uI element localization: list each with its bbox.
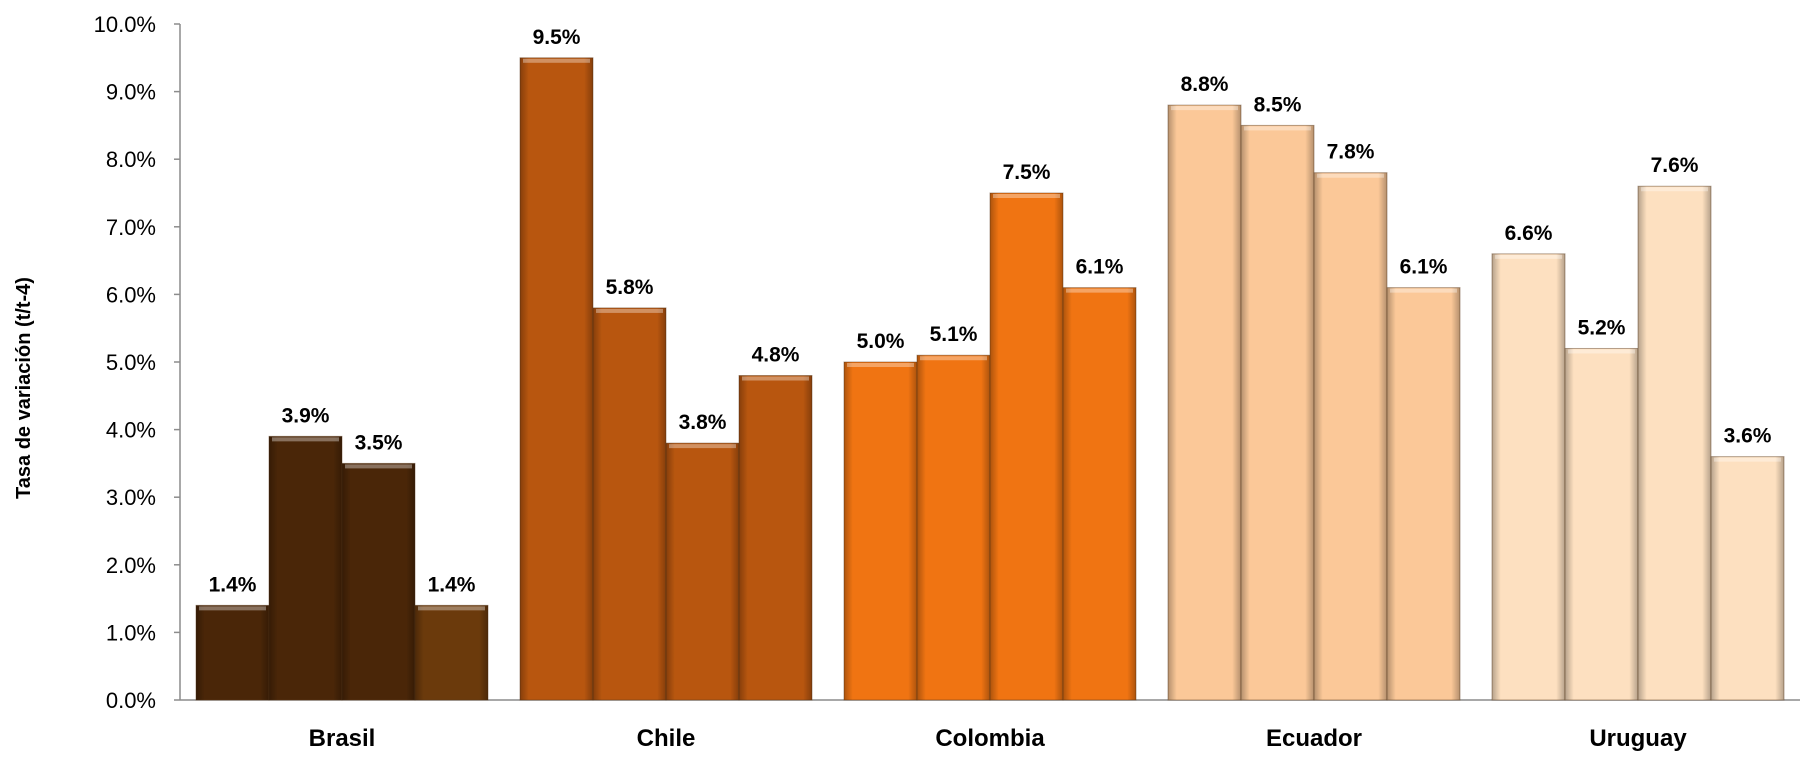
data-label: 5.1% bbox=[930, 323, 978, 346]
bars bbox=[195, 57, 1785, 701]
data-label: 1.4% bbox=[209, 573, 257, 596]
bar-shade bbox=[666, 443, 739, 700]
data-label: 5.8% bbox=[606, 276, 654, 299]
bar-shade bbox=[1492, 253, 1565, 700]
bar-shade bbox=[739, 375, 812, 700]
data-label: 6.6% bbox=[1505, 222, 1553, 245]
y-tick-label: 3.0% bbox=[106, 485, 156, 510]
data-label: 6.1% bbox=[1400, 256, 1448, 279]
data-label: 8.8% bbox=[1181, 73, 1229, 96]
data-label: 9.5% bbox=[533, 26, 581, 49]
y-tick-label: 0.0% bbox=[106, 688, 156, 713]
data-label: 1.4% bbox=[428, 573, 476, 596]
bar-shade bbox=[269, 436, 342, 700]
bar-shade bbox=[844, 362, 917, 700]
bar-top-highlight bbox=[1714, 457, 1781, 462]
category-label-uruguay: Uruguay bbox=[1589, 725, 1687, 752]
y-axis-label: Tasa de variación (t/t-4) bbox=[13, 277, 35, 499]
bar-top-highlight bbox=[1066, 288, 1133, 293]
category-label-colombia: Colombia bbox=[935, 725, 1045, 752]
bar-top-highlight bbox=[993, 194, 1060, 198]
bar-shade bbox=[1638, 186, 1711, 701]
bar-top-highlight bbox=[596, 308, 663, 313]
bar-shade bbox=[520, 57, 593, 701]
bar-shade bbox=[342, 463, 415, 700]
bar-shade bbox=[1565, 348, 1638, 700]
bar-shade bbox=[1168, 105, 1241, 701]
data-label: 5.0% bbox=[857, 330, 905, 353]
data-label: 3.6% bbox=[1724, 425, 1772, 448]
bar-top-highlight bbox=[345, 464, 412, 469]
data-label: 3.9% bbox=[282, 404, 330, 427]
bar-top-highlight bbox=[847, 363, 914, 367]
bar-top-highlight bbox=[1495, 254, 1562, 259]
data-labels: 1.4% 3.9% 3.5% 1.4% 9.5% 5.8% 3.8% 4.8% 5.0% 5.1%… bbox=[209, 26, 1772, 597]
data-label: 4.8% bbox=[752, 344, 800, 367]
bar-shade bbox=[1241, 125, 1314, 700]
bar-top-highlight bbox=[1171, 106, 1238, 111]
category-label-brasil: Brasil bbox=[309, 725, 376, 752]
category-label-ecuador: Ecuador bbox=[1266, 725, 1362, 752]
bar-top-highlight bbox=[1568, 349, 1635, 354]
bar-top-highlight bbox=[1317, 173, 1384, 178]
bar-top-highlight bbox=[742, 376, 809, 381]
bar-shade bbox=[196, 605, 269, 700]
y-tick-label: 6.0% bbox=[106, 282, 156, 307]
bar-top-highlight bbox=[418, 606, 485, 611]
bar-shade bbox=[1387, 287, 1460, 700]
y-tick-label: 2.0% bbox=[106, 553, 156, 578]
category-label-chile: Chile bbox=[637, 725, 696, 752]
bar-shade bbox=[917, 355, 990, 700]
data-label: 3.8% bbox=[679, 411, 727, 434]
data-label: 6.1% bbox=[1076, 256, 1124, 279]
bar-shade bbox=[1711, 456, 1784, 700]
data-label: 7.8% bbox=[1327, 141, 1375, 164]
bar-shade bbox=[593, 307, 666, 700]
y-tick-label: 1.0% bbox=[106, 620, 156, 645]
bar-top-highlight bbox=[1641, 187, 1708, 192]
y-tick-label: 9.0% bbox=[106, 80, 156, 105]
y-tick-label: 5.0% bbox=[106, 350, 156, 375]
bar-shade bbox=[1063, 287, 1136, 700]
bar-top-highlight bbox=[523, 58, 590, 63]
y-tick-label: 4.0% bbox=[106, 418, 156, 443]
y-tick-label: 10.0% bbox=[94, 12, 156, 37]
bar-top-highlight bbox=[199, 606, 266, 611]
data-label: 7.6% bbox=[1651, 154, 1699, 177]
bar-top-highlight bbox=[272, 437, 339, 442]
bar-shade bbox=[415, 605, 488, 700]
bar-top-highlight bbox=[920, 356, 987, 361]
data-label: 3.5% bbox=[355, 431, 403, 454]
bar-shade bbox=[990, 193, 1063, 700]
data-label: 8.5% bbox=[1254, 93, 1302, 116]
data-label: 7.5% bbox=[1003, 161, 1051, 184]
y-tick-label: 8.0% bbox=[106, 147, 156, 172]
bar-top-highlight bbox=[1244, 126, 1311, 131]
bar-top-highlight bbox=[669, 444, 736, 449]
bar-shade bbox=[1314, 172, 1387, 701]
axes: 0.0% 1.0% 2.0% 3.0% 4.0% 5.0% 6.0% 7.0% 8.0% 9.0%… bbox=[94, 12, 1800, 752]
y-tick-label: 7.0% bbox=[106, 215, 156, 240]
data-label: 5.2% bbox=[1578, 316, 1626, 339]
bar-top-highlight bbox=[1390, 288, 1457, 293]
